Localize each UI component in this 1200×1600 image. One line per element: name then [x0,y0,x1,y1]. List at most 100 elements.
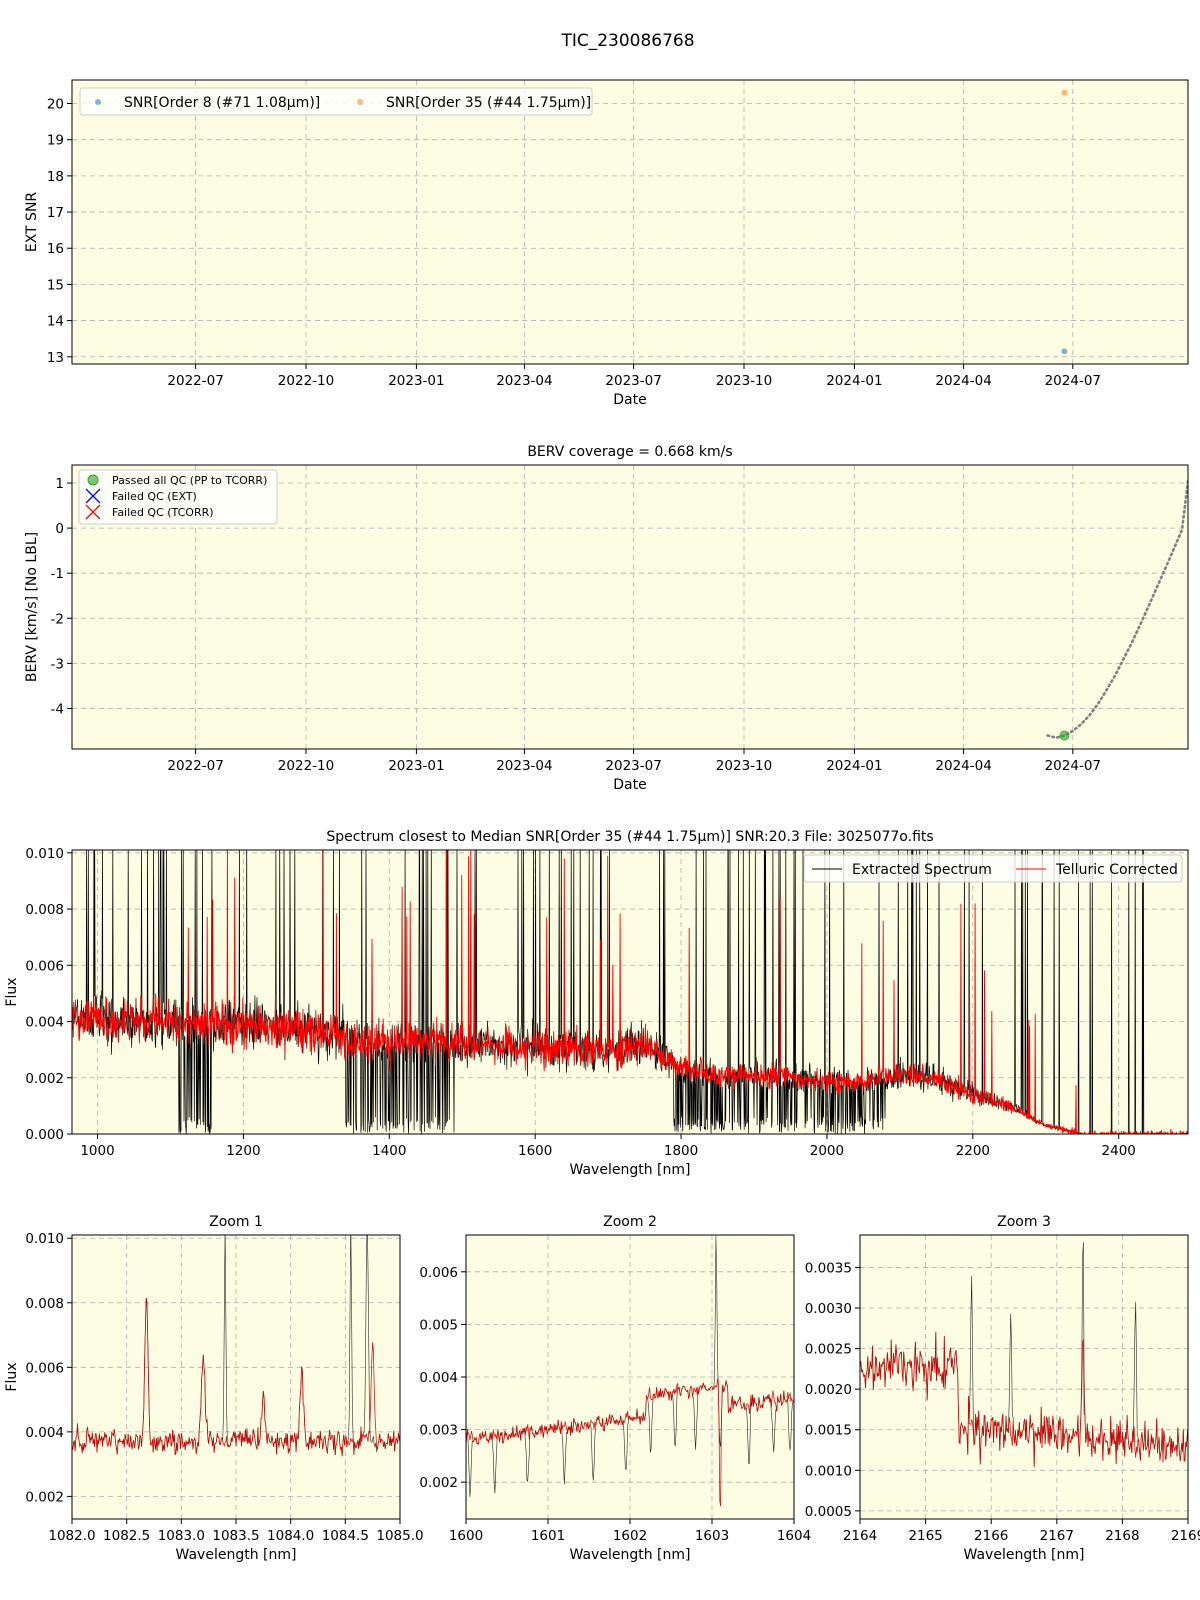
snr-y-tick-label: 15 [47,277,64,293]
snr-y-tick-label: 17 [47,205,64,221]
zoom1-y-axis-label: Flux [4,1362,20,1391]
zoom3-y-tick-label: 0.0035 [805,1260,852,1276]
berv-grid [72,465,1188,749]
zoom3-y-tick-label: 0.0010 [805,1463,852,1479]
zoom3-title: Zoom 3 [997,1214,1051,1230]
berv-y-axis-label: BERV [km/s] [No LBL] [24,532,40,682]
zoom3-telluric-line [860,1331,1188,1468]
zoom3-y-tick-label: 0.0020 [805,1382,852,1398]
zoom1-telluric-line [72,1297,400,1457]
zoom2-x-tick-label: 1604 [777,1528,811,1544]
berv-y-tick-label: -2 [51,611,64,627]
zoom3-x-tick-label: 2169 [1171,1528,1200,1544]
berv-y-tick-label: 1 [55,476,64,492]
spectrum-y-axis-label: Flux [4,977,20,1006]
zoom3-x-tick-label: 2167 [1040,1528,1074,1544]
berv-x-tick-label: 2022-07 [167,758,223,774]
snr-plot-area [1061,89,1068,355]
berv-y-tick-label: -4 [51,701,64,717]
zoom3-plot-background [860,1235,1188,1519]
zoom2-telluric-line [466,1378,794,1507]
zoom1-frame [71,1234,401,1520]
snr-y-tick-label: 20 [47,97,64,113]
snr-y-tick-label: 13 [47,350,64,366]
snr-x-axis-label: Date [613,392,646,408]
spectrum-x-tick-label: 1400 [372,1143,406,1159]
zoom3-x-tick-label: 2164 [843,1528,877,1544]
berv-legend-marker-1 [85,488,101,504]
berv-legend: Passed all QC (PP to TCORR) Failed QC (EX… [78,469,278,525]
snr-x-tick-label: 2023-04 [496,373,552,389]
spectrum-y-tick-label: 0.004 [25,1015,64,1031]
spectrum-x-tick-label: 2000 [810,1143,844,1159]
spectrum-telluric-line [72,850,1188,1134]
berv-title: BERV coverage = 0.668 km/s [527,444,732,460]
zoom2-ticks: 1600 1601 1602 1603 1604 0.002 0.003 0.004 0.005… [419,1265,811,1544]
zoom2-x-tick-label: 1603 [695,1528,729,1544]
zoom1-x-tick-label: 1083.5 [212,1528,259,1544]
zoom3-y-tick-label: 0.0015 [805,1423,852,1439]
zoom3-y-tick-label: 0.0025 [805,1342,852,1358]
snr-legend-marker-1 [357,99,363,105]
zoom1-panel: 1082.0 1082.5 1083.0 1083.5 1084.0 1084.5 1085… [4,1214,424,1563]
berv-x-tick-label: 2023-07 [605,758,661,774]
zoom2-y-tick-label: 0.005 [419,1317,458,1333]
berv-ticks: 2022-07 2022-10 2023-01 2023-04 2023-07 2023-… [51,476,1101,774]
spectrum-plot-background [72,850,1188,1134]
snr-ticks: 2022-07 2022-10 2023-01 2023-04 2023-07 2023-… [47,97,1101,389]
zoom1-plot-background [72,1235,400,1519]
berv-x-axis-label: Date [613,777,646,793]
berv-legend-marker-2 [85,504,101,520]
spectrum-frame [71,849,1189,1135]
zoom3-plot-area [860,1242,1188,1468]
snr-x-tick-label: 2022-07 [167,373,223,389]
zoom2-title: Zoom 2 [603,1214,657,1230]
zoom3-frame [859,1234,1189,1520]
spectrum-legend-box [803,854,1183,883]
spectrum-y-tick-label: 0.006 [25,958,64,974]
berv-legend-marker-0 [87,474,99,486]
zoom2-y-tick-label: 0.006 [419,1265,458,1281]
zoom1-y-tick-label: 0.004 [25,1425,64,1441]
zoom3-x-tick-label: 2168 [1105,1528,1139,1544]
spectrum-legend-label-0: Extracted Spectrum [852,862,992,878]
berv-legend-label-2: Failed QC (TCORR) [112,506,214,519]
snr-y-tick-label: 19 [47,133,64,149]
zoom2-y-tick-label: 0.002 [419,1475,458,1491]
berv-x-tick-label: 2024-07 [1045,758,1101,774]
berv-x-tick-label: 2024-01 [826,758,882,774]
zoom1-x-tick-label: 1084.0 [267,1528,314,1544]
snr-x-tick-label: 2022-10 [278,373,334,389]
snr-x-tick-label: 2024-04 [935,373,991,389]
snr-legend: SNR[Order 8 (#71 1.08μm)] SNR[Order 35 (#… [79,87,593,116]
snr-x-tick-label: 2024-07 [1045,373,1101,389]
zoom1-y-tick-label: 0.010 [25,1231,64,1247]
zoom3-panel: 2164 2165 2166 2167 2168 2169 0.0005 0.0010 0.00… [805,1214,1200,1563]
zoom3-x-axis-label: Wavelength [nm] [964,1547,1085,1563]
spectrum-x-tick-label: 1000 [80,1143,114,1159]
zoom3-grid [859,1235,1189,1519]
snr-plot-background [72,80,1188,364]
zoom1-plot-area [72,1235,400,1457]
berv-x-tick-label: 2024-04 [935,758,991,774]
zoom1-x-tick-label: 1083.0 [158,1528,205,1544]
spectrum-x-tick-label: 2200 [956,1143,990,1159]
berv-passed-point-0 [1059,730,1070,741]
snr-y-axis-label: EXT SNR [24,192,40,253]
zoom2-frame [465,1234,795,1520]
spectrum-x-tick-label: 1200 [226,1143,260,1159]
berv-x-tick-label: 2022-10 [278,758,334,774]
berv-curve [1046,479,1188,740]
berv-x-tick-label: 2023-10 [716,758,772,774]
zoom1-x-tick-label: 1082.5 [103,1528,150,1544]
zoom1-x-tick-label: 1082.0 [48,1528,95,1544]
zoom3-x-tick-label: 2165 [908,1528,942,1544]
berv-y-tick-label: 0 [55,521,64,537]
spectrum-y-tick-label: 0.002 [25,1071,64,1087]
zoom1-title: Zoom 1 [209,1214,263,1230]
spectrum-panel: 1000 1200 1400 1600 1800 2000 2200 2400 0.000 0.0… [4,829,1189,1178]
spectrum-legend: Extracted Spectrum Telluric Corrected [803,854,1183,883]
snr-grid [72,80,1188,364]
snr-y-tick-label: 14 [47,314,64,330]
